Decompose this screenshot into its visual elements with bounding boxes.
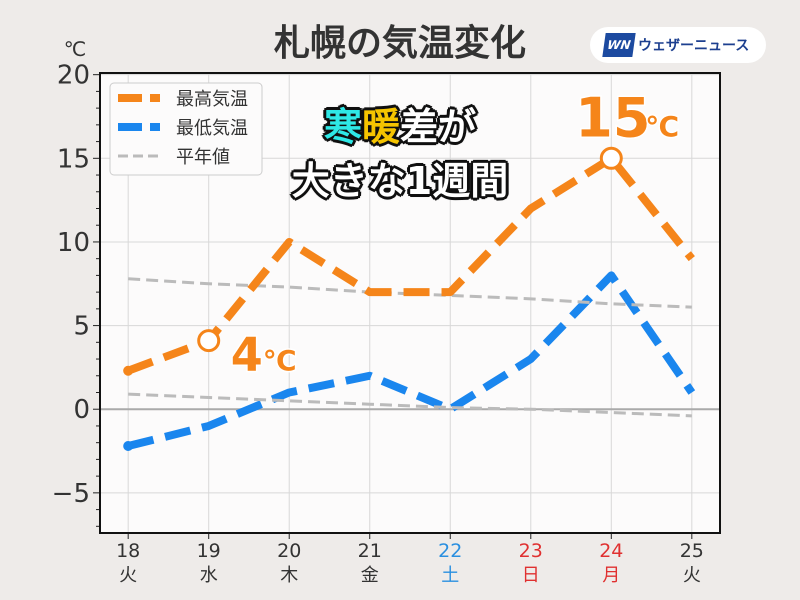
- x-tick-label-day: 18: [116, 540, 140, 562]
- y-tick-label: 0: [73, 395, 90, 425]
- x-tick-label-day: 22: [438, 540, 462, 562]
- annotation-marker: [197, 329, 221, 353]
- y-axis-unit: ℃: [64, 37, 86, 61]
- weathernews-logo: WN ウェザーニュース: [590, 27, 766, 63]
- x-tick-label-day: 21: [358, 540, 382, 562]
- headline-cold: 寒: [323, 105, 362, 149]
- x-tick-label-day: 20: [277, 540, 301, 562]
- x-tick-label-weekday: 日: [522, 565, 540, 586]
- min-temp-line: [127, 271, 696, 450]
- headline-warm: 暖: [361, 105, 400, 149]
- legend-label: 最低気温: [176, 118, 248, 139]
- x-tick-label-weekday: 金: [361, 565, 379, 586]
- y-tick-label: −5: [52, 479, 90, 509]
- y-tick-label: 10: [57, 228, 90, 258]
- x-tick-label-day: 25: [680, 540, 704, 562]
- x-tick-label-day: 19: [197, 540, 221, 562]
- logo-text: ウェザーニュース: [638, 38, 750, 54]
- x-tick-label-weekday: 月: [602, 565, 620, 586]
- x-tick-label-weekday: 火: [683, 565, 701, 586]
- x-tick-label-day: 23: [519, 540, 543, 562]
- max-temp-line: [126, 154, 695, 375]
- annotation-value: 4: [231, 328, 263, 382]
- normal-temp-line: [128, 392, 692, 418]
- annotation-value: 15: [575, 86, 650, 149]
- legend-label: 平年値: [176, 147, 230, 168]
- normal-temp-line: [128, 277, 692, 309]
- annotation-unit: ℃: [645, 110, 679, 143]
- data-point: [123, 441, 134, 452]
- x-tick-label-weekday: 火: [119, 565, 137, 586]
- headline-rest: 差が: [400, 105, 477, 149]
- legend-box: [109, 82, 263, 176]
- legend-label: 最高気温: [176, 89, 248, 110]
- annotation-marker: [599, 146, 623, 170]
- plot-frame: [99, 72, 721, 534]
- x-tick-label-weekday: 水: [200, 565, 218, 586]
- x-tick-label-weekday: 土: [441, 565, 459, 586]
- y-tick-label: 20: [57, 61, 90, 91]
- y-tick-label: 15: [57, 144, 90, 174]
- annotation-unit: ℃: [263, 345, 297, 378]
- x-tick-label-weekday: 木: [280, 565, 298, 586]
- y-tick-label: 5: [73, 312, 90, 342]
- x-tick-label-day: 24: [599, 540, 623, 562]
- chart-title: 札幌の気温変化: [273, 23, 526, 64]
- headline-line1: 寒暖差が: [260, 96, 540, 151]
- headline-line2: 大きな1週間: [291, 159, 509, 203]
